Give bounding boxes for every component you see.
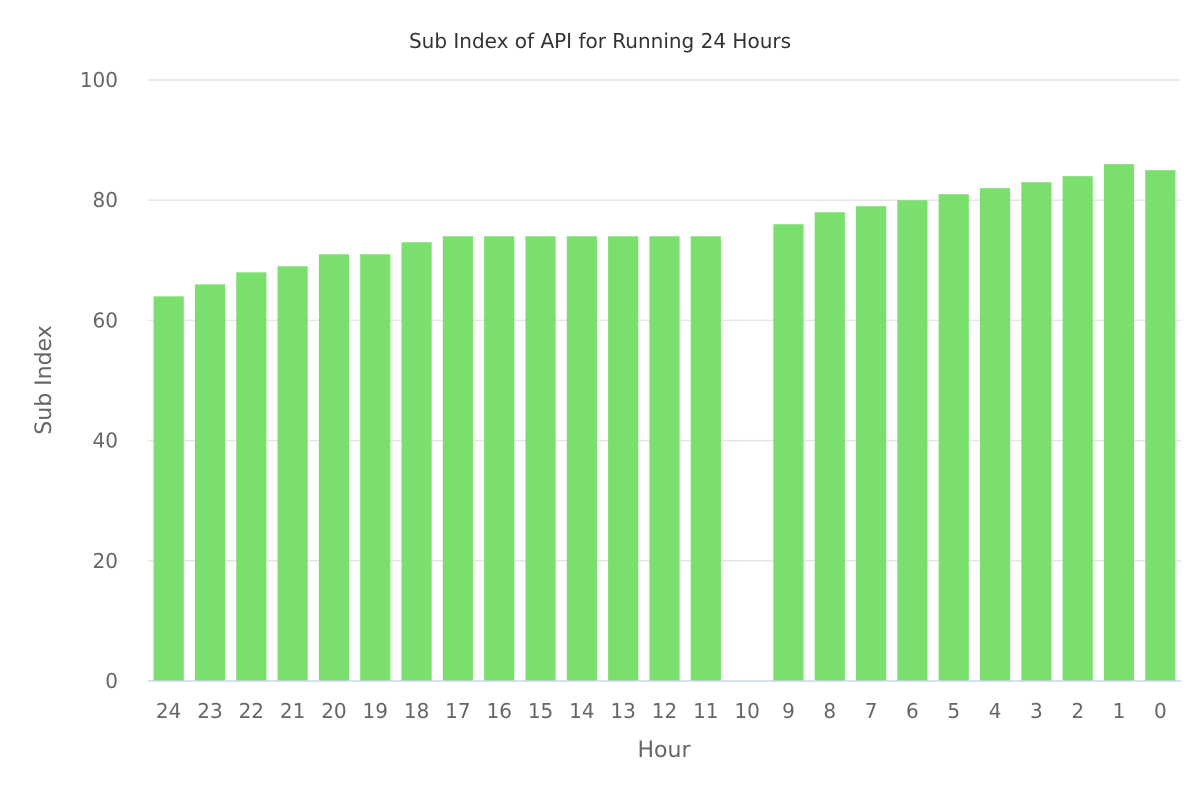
y-tick-label: 100	[80, 68, 118, 92]
bar-hour-9[interactable]	[773, 224, 804, 682]
x-tick-label: 4	[989, 699, 1002, 723]
bar-hour-16[interactable]	[484, 236, 515, 681]
bar-hour-19[interactable]	[360, 254, 391, 682]
bar-hour-5[interactable]	[938, 194, 969, 681]
chart-title: Sub Index of API for Running 24 Hours	[409, 29, 791, 53]
y-axis-title: Sub Index	[32, 325, 57, 434]
x-tick-label: 21	[280, 699, 305, 723]
x-tick-label: 5	[947, 699, 960, 723]
y-tick-label: 20	[93, 549, 118, 573]
x-tick-label: 9	[782, 699, 795, 723]
bars	[153, 164, 1176, 682]
bar-hour-14[interactable]	[566, 236, 597, 681]
x-tick-label: 12	[652, 699, 677, 723]
x-axis-title: Hour	[638, 738, 692, 763]
x-tick-label: 18	[404, 699, 429, 723]
bar-hour-2[interactable]	[1062, 176, 1093, 681]
x-tick-label: 16	[486, 699, 511, 723]
x-tick-label: 2	[1071, 699, 1084, 723]
y-tick-label: 80	[93, 188, 118, 212]
x-tick-label: 20	[321, 699, 346, 723]
bar-hour-24[interactable]	[153, 296, 184, 681]
bar-hour-18[interactable]	[401, 242, 432, 681]
bar-hour-3[interactable]	[1021, 182, 1052, 682]
x-tick-label: 23	[197, 699, 222, 723]
x-tick-label: 8	[823, 699, 836, 723]
bar-hour-11[interactable]	[690, 236, 721, 681]
x-tick-label: 6	[906, 699, 919, 723]
bar-hour-22[interactable]	[236, 272, 267, 681]
y-tick-label: 60	[93, 308, 118, 332]
bar-hour-20[interactable]	[318, 254, 350, 682]
bar-hour-21[interactable]	[277, 266, 308, 681]
x-tick-label: 3	[1030, 699, 1043, 723]
x-tick-label: 24	[156, 699, 181, 723]
x-tick-label: 0	[1154, 699, 1167, 723]
x-tick-label: 17	[445, 699, 470, 723]
bar-hour-17[interactable]	[442, 236, 473, 681]
bar-hour-8[interactable]	[814, 212, 845, 681]
bar-hour-12[interactable]	[649, 236, 680, 681]
y-axis-ticks: 0 20 40 60 80 100	[80, 68, 118, 693]
x-tick-label: 10	[734, 699, 759, 723]
x-tick-label: 1	[1113, 699, 1126, 723]
x-tick-label: 22	[239, 699, 264, 723]
bar-hour-13[interactable]	[608, 236, 639, 681]
y-tick-label: 40	[93, 429, 118, 453]
bar-hour-7[interactable]	[856, 206, 887, 681]
x-axis-ticks: 24 23 22 21 20 19 18 17 16 15 14 13 12 11 10 9 8 7 6 5 4 3 2 1 0	[156, 699, 1167, 723]
bar-hour-6[interactable]	[897, 200, 928, 681]
bar-hour-1[interactable]	[1103, 164, 1135, 681]
x-tick-label: 19	[363, 699, 388, 723]
x-tick-label: 13	[610, 699, 635, 723]
bar-hour-15[interactable]	[525, 236, 556, 681]
x-tick-label: 11	[693, 699, 718, 723]
x-tick-label: 14	[569, 699, 594, 723]
bar-hour-23[interactable]	[194, 284, 226, 681]
y-tick-label: 0	[105, 669, 118, 693]
bar-hour-4[interactable]	[979, 188, 1011, 681]
bar-hour-0[interactable]	[1145, 170, 1176, 681]
x-tick-label: 15	[528, 699, 553, 723]
x-tick-label: 7	[865, 699, 878, 723]
